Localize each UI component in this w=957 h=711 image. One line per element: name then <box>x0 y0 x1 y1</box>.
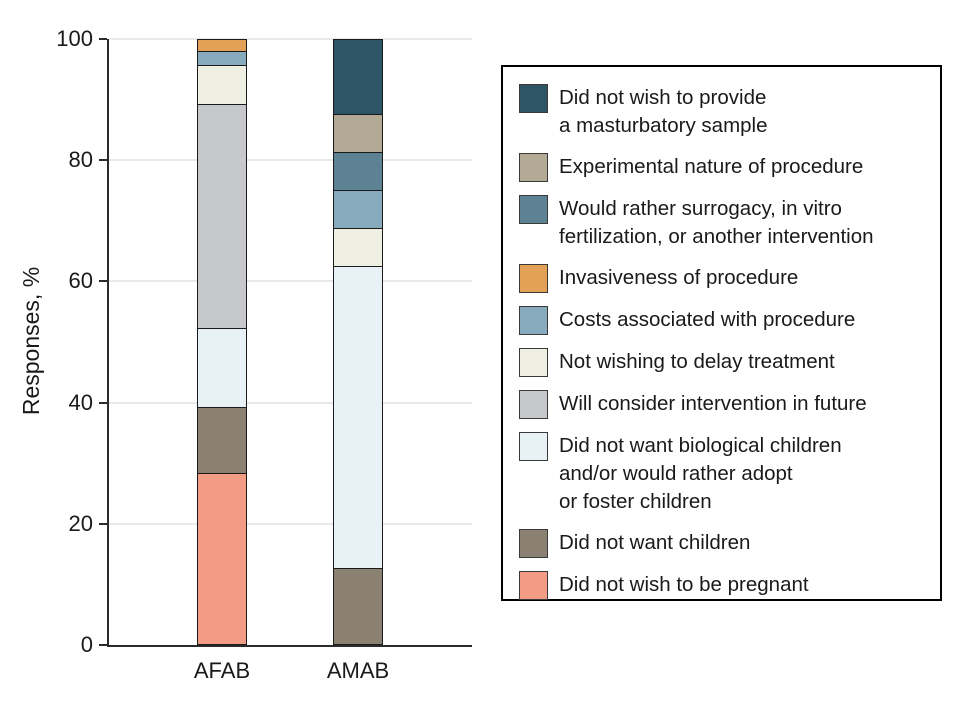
legend-label-line: Invasiveness of procedure <box>559 266 799 289</box>
gridline-60 <box>109 280 472 283</box>
x-axis-line <box>107 645 472 647</box>
bar-segment-afab-6 <box>197 105 247 330</box>
gridline-20 <box>109 522 472 525</box>
y-axis-line <box>107 39 109 647</box>
legend-label-line: fertilization, or another intervention <box>559 225 874 248</box>
x-axis-label-amab: AMAB <box>326 658 390 683</box>
legend-item-0: Did not wish to provide a masturbatory sa… <box>519 84 930 140</box>
bar-segment-amab-4 <box>333 190 383 229</box>
legend-label-line: Costs associated with procedure <box>559 308 856 331</box>
y-tick-label-60: 60 <box>68 268 93 294</box>
legend-label-line: Will consider intervention in future <box>559 392 867 415</box>
bar-segment-amab-2 <box>333 152 383 191</box>
legend-item-label: Not wishing to delay treatment <box>559 348 835 376</box>
legend-item-3: Invasiveness of procedure <box>519 264 930 293</box>
legend-label-line: Not wishing to delay treatment <box>559 350 835 373</box>
legend-swatch-4 <box>519 306 548 335</box>
legend-item-9: Did not wish to be pregnant <box>519 571 930 600</box>
y-tick-mark-0 <box>99 644 107 646</box>
y-tick-label-20: 20 <box>68 510 93 536</box>
legend: Did not wish to provide a masturbatory sa… <box>501 65 942 601</box>
legend-swatch-8 <box>519 529 548 558</box>
legend-label-line: or foster children <box>559 490 712 513</box>
bar-afab <box>197 39 247 645</box>
legend-item-label: Invasiveness of procedure <box>559 264 798 292</box>
legend-item-6: Will consider intervention in future <box>519 390 930 419</box>
gridline-80 <box>109 159 472 162</box>
y-tick-mark-100 <box>99 38 107 40</box>
legend-label-line: and/or would rather adopt <box>559 462 793 485</box>
legend-item-label: Did not want biological children and/or w… <box>559 432 842 516</box>
legend-item-7: Did not want biological children and/or w… <box>519 432 930 516</box>
y-tick-label-40: 40 <box>68 389 93 415</box>
legend-swatch-3 <box>519 264 548 293</box>
bar-segment-afab-9 <box>197 473 247 645</box>
legend-swatch-7 <box>519 432 548 461</box>
legend-swatch-6 <box>519 390 548 419</box>
legend-label-line: Did not want children <box>559 531 751 554</box>
y-axis-title: Responses, % <box>18 266 44 416</box>
legend-label-line: Did not wish to be pregnant <box>559 573 809 596</box>
bar-segment-amab-0 <box>333 39 383 115</box>
bar-segment-afab-7 <box>197 329 247 408</box>
legend-label-line: a masturbatory sample <box>559 114 768 137</box>
legend-item-2: Would rather surrogacy, in vitro fertiliz… <box>519 195 930 251</box>
legend-swatch-9 <box>519 571 548 600</box>
y-tick-label-0: 0 <box>80 632 93 657</box>
y-tick-mark-20 <box>99 522 107 525</box>
gridline-40 <box>109 401 472 404</box>
y-tick-label-80: 80 <box>68 147 93 173</box>
legend-label-line: Did not wish to provide <box>559 86 767 109</box>
legend-item-label: Experimental nature of procedure <box>559 153 863 181</box>
legend-item-label: Did not wish to provide a masturbatory sa… <box>559 84 768 140</box>
legend-swatch-1 <box>519 153 548 182</box>
bar-segment-amab-8 <box>333 569 383 645</box>
bar-segment-amab-5 <box>333 228 383 268</box>
legend-item-8: Did not want children <box>519 529 930 558</box>
legend-swatch-0 <box>519 84 548 113</box>
legend-label-line: Would rather surrogacy, in vitro <box>559 197 842 220</box>
bar-segment-afab-3 <box>197 39 247 53</box>
x-axis-label-afab: AFAB <box>193 658 251 683</box>
legend-item-1: Experimental nature of procedure <box>519 153 930 182</box>
legend-item-label: Costs associated with procedure <box>559 306 855 334</box>
y-tick-mark-80 <box>99 159 107 162</box>
legend-label-line: Did not want biological children <box>559 434 842 457</box>
legend-item-label: Did not wish to be pregnant <box>559 571 809 599</box>
legend-label-line: Experimental nature of procedure <box>559 155 864 178</box>
legend-item-label: Did not want children <box>559 529 750 557</box>
bar-segment-afab-8 <box>197 407 247 474</box>
legend-swatch-2 <box>519 195 548 224</box>
gridline-100 <box>109 38 472 40</box>
legend-item-label: Would rather surrogacy, in vitro fertiliz… <box>559 195 874 251</box>
bar-amab <box>333 39 383 645</box>
y-tick-label-100: 100 <box>56 26 93 51</box>
legend-item-label: Will consider intervention in future <box>559 390 867 418</box>
bar-segment-amab-7 <box>333 267 383 570</box>
bar-segment-amab-1 <box>333 114 383 153</box>
y-tick-mark-40 <box>99 401 107 404</box>
y-tick-mark-60 <box>99 280 107 283</box>
legend-item-5: Not wishing to delay treatment <box>519 348 930 377</box>
legend-item-4: Costs associated with procedure <box>519 306 930 335</box>
bar-segment-afab-5 <box>197 65 247 106</box>
legend-swatch-5 <box>519 348 548 377</box>
bar-segment-afab-4 <box>197 52 247 66</box>
